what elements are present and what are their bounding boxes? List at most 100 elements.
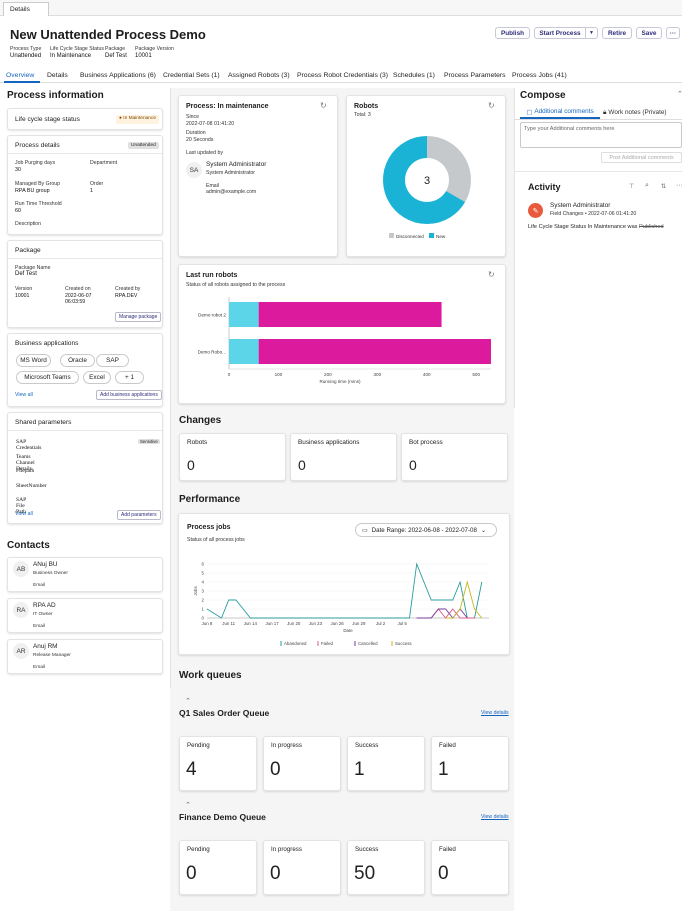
created-on-value: 2022-06-07 06:03:59 bbox=[65, 293, 92, 305]
sort-icon[interactable]: ⇅ bbox=[661, 184, 667, 190]
start-process-button[interactable]: Start Process bbox=[534, 27, 586, 39]
tab-additional-comments[interactable]: ▢ Additional comments bbox=[520, 106, 600, 119]
change-stat-value: 0 bbox=[409, 457, 417, 473]
apps-view-all-link[interactable]: View all bbox=[15, 392, 33, 398]
refresh-icon[interactable]: ↻ bbox=[320, 101, 327, 110]
avatar: AB bbox=[13, 561, 29, 577]
top-tab-bar bbox=[0, 0, 682, 16]
tab-6[interactable]: Schedules (1) bbox=[393, 72, 435, 79]
business-app-pill[interactable]: Oracle bbox=[60, 354, 95, 367]
robots-title: Robots bbox=[354, 103, 379, 110]
version-value: 10001 bbox=[15, 293, 30, 299]
retire-button[interactable]: Retire bbox=[602, 27, 632, 39]
tab-4[interactable]: Assigned Robots (3) bbox=[228, 72, 290, 79]
bar-segment[interactable] bbox=[229, 302, 259, 327]
package-name-label: Package Name bbox=[15, 265, 51, 271]
collapse-caret-icon[interactable]: ⌃ bbox=[185, 802, 191, 809]
tab-8[interactable]: Process Jobs (41) bbox=[512, 72, 567, 79]
legend-label: Abandoned bbox=[284, 641, 307, 646]
email-link[interactable]: admin@example.com bbox=[206, 189, 257, 195]
queue-stat-label: Pending bbox=[187, 846, 210, 853]
last-run-title: Last run robots bbox=[186, 272, 238, 279]
tab-7[interactable]: Process Parameters bbox=[444, 72, 506, 79]
lifecycle-link[interactable]: In Maintenance bbox=[50, 53, 92, 59]
business-app-pill[interactable]: MS Word bbox=[16, 354, 51, 367]
refresh-icon[interactable]: ↻ bbox=[488, 101, 495, 110]
activity-more-icon[interactable]: ··· bbox=[676, 182, 682, 189]
package-version-link[interactable]: 10001 bbox=[135, 53, 152, 59]
contact-name: ANuj BU bbox=[33, 561, 58, 568]
series-line-abandoned[interactable] bbox=[206, 562, 483, 619]
start-process-dropdown[interactable]: ▼ bbox=[585, 27, 598, 39]
calendar-icon: ▭ bbox=[362, 527, 368, 534]
x-tick-label: 300 bbox=[373, 372, 381, 377]
add-business-apps-button[interactable]: Add business applications bbox=[96, 390, 162, 400]
y-tick-label: 6 bbox=[202, 562, 205, 567]
search-icon[interactable]: ⌕ bbox=[645, 182, 649, 189]
order-value: 1 bbox=[90, 188, 93, 194]
queue-stat-card: In progress 0 bbox=[263, 736, 341, 791]
performance-heading: Performance bbox=[179, 494, 241, 505]
contact-name: RPA AD bbox=[33, 602, 56, 609]
contact-card[interactable]: RA RPA AD IT Owner Email bbox=[7, 598, 163, 633]
params-view-all-link[interactable]: View all bbox=[15, 511, 33, 517]
view-details-link[interactable]: View details bbox=[481, 814, 509, 820]
contact-card[interactable]: AR Anuj RM Release Manager Email bbox=[7, 639, 163, 674]
job-purging-value: 30 bbox=[15, 167, 21, 173]
date-range-text: Date Range: 2022-06-08 - 2022-07-08 bbox=[371, 526, 477, 534]
work-queues-heading: Work queues bbox=[179, 670, 242, 681]
process-type-value: Unattended bbox=[10, 53, 42, 59]
queue-stat-value: 4 bbox=[186, 759, 197, 780]
business-app-pill[interactable]: Excel bbox=[83, 371, 111, 384]
tab-2[interactable]: Business Applications (6) bbox=[80, 72, 156, 79]
queue-name: Finance Demo Queue bbox=[179, 812, 266, 822]
donut-slice-disconnected[interactable] bbox=[426, 136, 471, 202]
compose-collapse-icon[interactable]: ⌃ bbox=[677, 91, 682, 98]
date-range-select[interactable]: ▭ Date Range: 2022-06-08 - 2022-07-08 ⌄ bbox=[355, 523, 497, 537]
tab-additional-label: Additional comments bbox=[534, 108, 594, 115]
donut-slice-new[interactable] bbox=[383, 136, 466, 224]
updated-by-role: System Administrator bbox=[206, 170, 256, 176]
process-details-card: Process details Unattended Job Purging d… bbox=[7, 135, 163, 235]
series-line-success[interactable] bbox=[445, 580, 483, 619]
description-label: Description bbox=[15, 221, 41, 227]
maintenance-badge: ● In Maintenance bbox=[116, 115, 160, 124]
tab-5[interactable]: Process Robot Credentials (3) bbox=[297, 72, 389, 79]
add-parameters-button[interactable]: Add parameters bbox=[117, 510, 161, 520]
since-value: 2022-07-08 01:41:20 bbox=[186, 121, 235, 127]
active-tab-indicator bbox=[4, 81, 40, 83]
last-run-subtitle: Status of all robots assigned to the pro… bbox=[186, 282, 286, 288]
publish-button[interactable]: Publish bbox=[495, 27, 530, 39]
comment-textarea[interactable]: Type your Additional comments here bbox=[520, 122, 682, 148]
filter-icon[interactable]: ⊤ bbox=[629, 184, 635, 190]
business-app-pill[interactable]: Microsoft Teams bbox=[16, 371, 79, 384]
manage-package-button[interactable]: Manage package bbox=[115, 312, 162, 322]
business-app-pill[interactable]: SAP bbox=[96, 354, 129, 367]
refresh-icon[interactable]: ↻ bbox=[488, 270, 495, 279]
x-tick-label: Jun 23 bbox=[309, 621, 323, 626]
more-actions-button[interactable]: ··· bbox=[666, 27, 680, 39]
activity-change-was: was bbox=[627, 224, 638, 230]
tab-work-notes[interactable]: 🔒︎ Work notes (Private) bbox=[603, 106, 682, 119]
save-button[interactable]: Save bbox=[636, 27, 662, 39]
activity-change-old: Published bbox=[639, 224, 664, 230]
view-details-link[interactable]: View details bbox=[481, 710, 509, 716]
tab-details-top[interactable]: Details bbox=[3, 2, 49, 16]
bar-segment[interactable] bbox=[258, 339, 491, 364]
package-version-label: Package Version bbox=[135, 46, 174, 52]
process-jobs-title: Process jobs bbox=[187, 524, 231, 531]
robots-total: Total: 3 bbox=[354, 112, 371, 118]
queue-stat-value: 50 bbox=[354, 863, 376, 884]
collapse-caret-icon[interactable]: ⌃ bbox=[185, 698, 191, 705]
contact-card[interactable]: AB ANuj BU Business Owner Email bbox=[7, 557, 163, 592]
bar-segment[interactable] bbox=[258, 302, 442, 327]
tab-0[interactable]: Overview bbox=[6, 72, 35, 79]
managed-label: Managed By Group bbox=[15, 181, 60, 187]
package-link[interactable]: Def Test bbox=[105, 53, 127, 59]
business-app-pill[interactable]: + 1 bbox=[115, 371, 144, 384]
tab-3[interactable]: Credential Sets (1) bbox=[163, 72, 220, 79]
post-comment-button[interactable]: Post Additional comments bbox=[601, 152, 682, 163]
tab-1[interactable]: Details bbox=[47, 72, 68, 79]
x-tick-label: Jun 20 bbox=[287, 621, 301, 626]
bar-segment[interactable] bbox=[229, 339, 259, 364]
